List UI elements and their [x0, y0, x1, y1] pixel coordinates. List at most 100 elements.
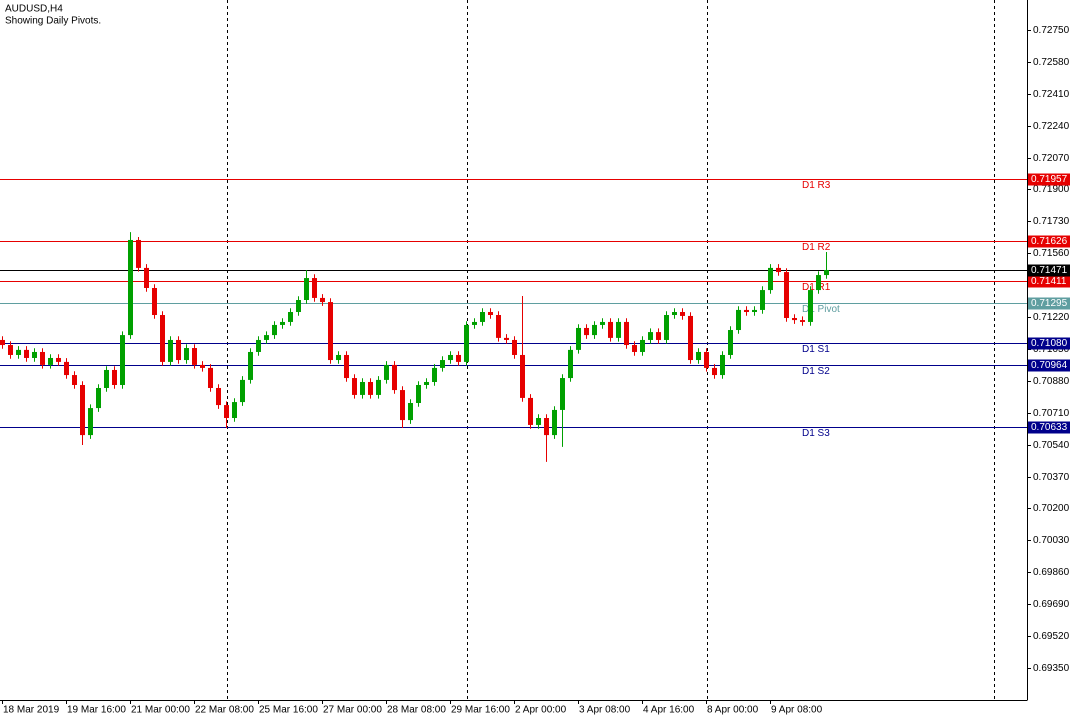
candle-body: [376, 379, 381, 395]
y-tick-label: 0.70880: [1033, 376, 1070, 387]
candle-body: [600, 321, 605, 325]
candle-body: [792, 318, 797, 321]
candle-body: [696, 351, 701, 361]
y-tick-label: 0.71560: [1033, 248, 1070, 259]
candle-body: [104, 369, 109, 388]
candle-body: [248, 351, 253, 380]
candle-body: [64, 361, 69, 376]
candle-body: [432, 367, 437, 382]
candle-body: [136, 239, 141, 268]
candle-body: [24, 349, 29, 358]
candle-body: [800, 320, 805, 322]
candle-body: [56, 357, 61, 362]
candle-body: [440, 360, 445, 368]
candle-body: [80, 384, 85, 436]
y-tick-label: 0.71730: [1033, 216, 1070, 227]
candle-body: [496, 315, 501, 338]
candle-body: [824, 269, 829, 276]
candle-body: [624, 321, 629, 346]
candle-body: [232, 402, 237, 419]
candle-body: [616, 321, 621, 338]
y-tick-label: 0.72580: [1033, 57, 1070, 68]
price-tag-label: 0.71295: [1031, 298, 1068, 309]
candle-body: [416, 384, 421, 404]
y-tick-label: 0.72410: [1033, 89, 1070, 100]
candle-body: [72, 375, 77, 385]
candle-body: [256, 339, 261, 352]
candle-body: [184, 348, 189, 361]
y-tick-label: 0.70200: [1033, 503, 1070, 514]
candle-body: [192, 348, 197, 365]
candle-body: [312, 278, 317, 298]
candle-body: [360, 381, 365, 395]
y-tick-label: 0.70540: [1033, 440, 1070, 451]
price-tag-label: 0.71080: [1031, 338, 1068, 349]
chart-title: AUDUSD,H4: [5, 4, 63, 15]
candle-body: [712, 367, 717, 376]
x-tick-label: 25 Mar 16:00: [259, 705, 318, 716]
pivot-name: D1 R2: [802, 242, 831, 253]
price-tag: [1028, 359, 1070, 372]
candle-body: [264, 335, 269, 340]
y-tick-label: 0.71900: [1033, 184, 1070, 195]
candle-body: [752, 309, 757, 313]
x-tick-label: 19 Mar 16:00: [67, 705, 126, 716]
candle-body: [512, 339, 517, 355]
price-tag-label: 0.71626: [1031, 236, 1068, 247]
candle-body: [688, 315, 693, 361]
price-tag-label: 0.70633: [1031, 422, 1068, 433]
candle-body: [472, 321, 477, 325]
candle-body: [808, 290, 813, 322]
candle-body: [160, 315, 165, 362]
price-tag: [1028, 264, 1070, 277]
price-tag: [1028, 421, 1070, 434]
candle-body: [240, 379, 245, 403]
candle-body: [464, 324, 469, 362]
candle-body: [760, 290, 765, 310]
price-tag: [1028, 297, 1070, 310]
pivot-name: D1 S3: [802, 428, 830, 439]
candle-body: [96, 387, 101, 409]
candle-body: [112, 369, 117, 385]
x-tick-label: 9 Apr 08:00: [771, 705, 823, 716]
y-tick-label: 0.71220: [1033, 312, 1070, 323]
candle-body: [744, 309, 749, 313]
candle-body: [216, 387, 221, 406]
y-tick-label: 0.72070: [1033, 153, 1070, 164]
candle-body: [536, 418, 541, 425]
y-tick-label: 0.69520: [1033, 631, 1070, 642]
candle-body: [16, 349, 21, 355]
x-tick-label: 28 Mar 08:00: [387, 705, 446, 716]
candle-body: [672, 312, 677, 316]
pivot-name: D1 Pivot: [802, 304, 840, 315]
pivot-name: D1 S1: [802, 344, 830, 355]
candle-body: [392, 364, 397, 391]
candle-body: [768, 267, 773, 291]
x-tick-label: 22 Mar 08:00: [195, 705, 254, 716]
pivot-name: D1 S2: [802, 366, 830, 377]
candle-body: [560, 378, 565, 410]
price-tag: [1028, 173, 1070, 186]
candle-body: [0, 339, 5, 346]
candle-body: [208, 367, 213, 388]
candle-body: [424, 381, 429, 385]
candle-body: [728, 330, 733, 355]
y-tick-label: 0.72750: [1033, 25, 1070, 36]
x-tick-label: 21 Mar 00:00: [131, 705, 190, 716]
price-tag: [1028, 275, 1070, 288]
candle-body: [680, 312, 685, 316]
y-tick-label: 0.71050: [1033, 344, 1070, 355]
candle-body: [328, 302, 333, 361]
price-tag-label: 0.70964: [1031, 360, 1068, 371]
candle-body: [488, 312, 493, 316]
candle-body: [648, 332, 653, 340]
candle-body: [280, 321, 285, 325]
candle-body: [528, 397, 533, 425]
candle-body: [400, 390, 405, 421]
y-tick-label: 0.70370: [1033, 472, 1070, 483]
candle-body: [296, 300, 301, 313]
price-tag-label: 0.71471: [1031, 265, 1068, 276]
candle-body: [288, 312, 293, 322]
candle-body: [784, 272, 789, 319]
